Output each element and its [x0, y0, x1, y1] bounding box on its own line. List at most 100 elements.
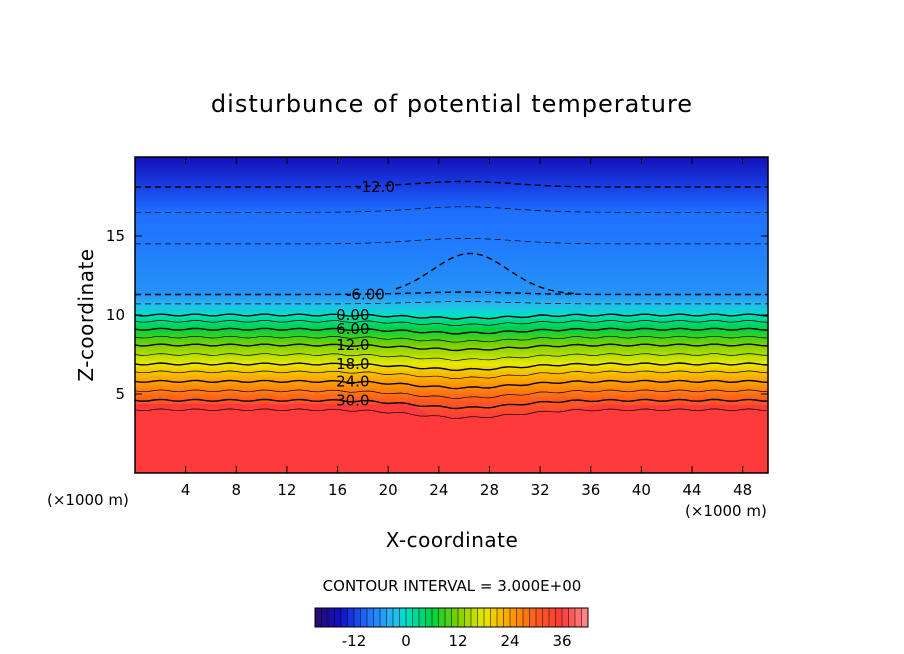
colorbar-cell [523, 608, 530, 627]
colorbar-cell [516, 608, 524, 627]
y-axis: 5 10 15 [106, 227, 768, 403]
colorbar-cell [471, 608, 478, 627]
contour-label: 0.00 [336, 306, 369, 324]
colorbar-tick-label: 36 [552, 632, 571, 650]
contour-line [135, 398, 768, 410]
colorbar-cell [484, 608, 491, 627]
x-tick-label: 28 [480, 481, 499, 499]
colorbar-cell [412, 608, 420, 627]
x-tick-label: 4 [181, 481, 191, 499]
colorbar-cell [360, 608, 368, 627]
x-unit-label-right: (×1000 m) [685, 502, 767, 520]
colorbar-cell [438, 608, 446, 627]
x-tick-label: 36 [581, 481, 600, 499]
contour-line [135, 408, 768, 419]
x-tick-label: 32 [531, 481, 550, 499]
colorbar-cell [393, 608, 400, 627]
colorbar-cell [562, 608, 569, 627]
colorbar-tick-label: -12 [342, 632, 367, 650]
colorbar-cell [529, 608, 537, 627]
colorbar-cell [542, 608, 550, 627]
colorbar-cell [581, 608, 589, 627]
contour-line [135, 335, 768, 343]
contour-line [135, 389, 768, 399]
x-tick-label: 12 [277, 481, 296, 499]
contour-line [135, 301, 768, 305]
contour-line [135, 291, 768, 296]
contour-label: 30.0 [336, 391, 369, 409]
colorbar-cell [464, 608, 472, 627]
colorbar-cell [315, 608, 322, 627]
colorbar-segments [314, 607, 589, 628]
colorbar-ticks: -12 0 12 24 36 [342, 632, 572, 650]
colorbar-cell [503, 608, 511, 627]
x-unit-label-left: (×1000 m) [47, 491, 129, 509]
chart-title: disturbunce of potential temperature [211, 90, 693, 118]
y-tick-label: 10 [106, 306, 125, 324]
contour-label: 6.00 [336, 320, 369, 338]
colorbar-cell [549, 608, 556, 627]
contour-label: 12.0 [336, 336, 369, 354]
colorbar-tick-label: 24 [500, 632, 519, 650]
colorbar-tick-label: 0 [401, 632, 411, 650]
contour-line [135, 362, 768, 372]
colorbar-cell [568, 608, 576, 627]
contour-line [135, 379, 768, 390]
contour-label: -12.0 [356, 178, 395, 196]
colorbar-cell [555, 608, 563, 627]
colorbar-cell [536, 608, 543, 627]
x-tick-label: 16 [328, 481, 347, 499]
contour-lines [135, 180, 768, 419]
y-axis-label: Z-coordinate [74, 248, 98, 381]
colorbar-tick-label: 12 [448, 632, 467, 650]
contour-line-dome [395, 252, 579, 295]
contour-label: 24.0 [336, 372, 369, 390]
colorbar-cell [399, 608, 407, 627]
y-tick-label: 15 [106, 227, 125, 245]
colorbar-cell [477, 608, 485, 627]
colorbar-cell [373, 608, 381, 627]
x-tick-label: 20 [379, 481, 398, 499]
x-tick-label: 24 [429, 481, 448, 499]
colorbar-cell [458, 608, 465, 627]
contour-line [135, 238, 768, 245]
contour-interval-text: CONTOUR INTERVAL = 3.000E+00 [323, 577, 582, 595]
contour-line [135, 320, 768, 326]
colorbar-cell [354, 608, 361, 627]
contour-label: -6.00 [346, 286, 385, 304]
x-axis: 4 8 12 16 20 24 28 32 36 40 44 48 [181, 157, 752, 499]
colorbar-cell [445, 608, 452, 627]
x-tick-label: 48 [733, 481, 752, 499]
colorbar-cell [380, 608, 387, 627]
colorbar-cell [328, 608, 335, 627]
colorbar-cell [432, 608, 439, 627]
colorbar-outline [314, 607, 589, 628]
x-axis-label: X-coordinate [386, 528, 519, 552]
colorbar-cell [497, 608, 504, 627]
x-tick-label: 8 [232, 481, 242, 499]
contour-line [135, 180, 768, 188]
colorbar-cell [367, 608, 374, 627]
contour-label: 18.0 [336, 355, 369, 373]
x-tick-label: 40 [632, 481, 651, 499]
contour-line [135, 343, 768, 352]
y-tick-label: 5 [115, 385, 125, 403]
colorbar-cell [386, 608, 394, 627]
contour-line [135, 327, 768, 335]
colorbar-cell [451, 608, 459, 627]
x-tick-label: 44 [682, 481, 701, 499]
contour-line [135, 313, 768, 320]
colorbar-cell [347, 608, 355, 627]
colorbar-cell [490, 608, 498, 627]
colorbar: -12 0 12 24 36 [314, 607, 589, 650]
surface-bump-region [135, 404, 768, 473]
colorbar-cell [510, 608, 517, 627]
colorbar-cell [575, 608, 582, 627]
contour-line [135, 353, 768, 361]
colorbar-cell [406, 608, 413, 627]
contour-line [135, 370, 768, 380]
colorbar-cell [419, 608, 426, 627]
